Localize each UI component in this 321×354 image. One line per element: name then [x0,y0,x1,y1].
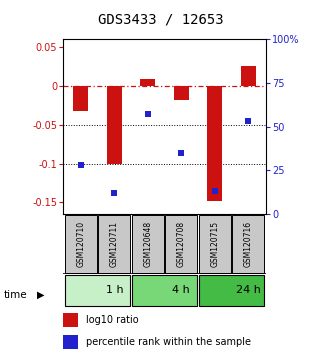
Bar [199,215,231,273]
Text: ▶: ▶ [37,290,44,299]
Text: time: time [3,290,27,299]
Text: 4 h: 4 h [172,285,190,295]
Bar [74,86,89,112]
Text: GSM120715: GSM120715 [210,221,219,267]
Bar [199,275,264,306]
Bar [132,215,164,273]
Text: GSM120716: GSM120716 [244,221,253,267]
Text: 1 h: 1 h [106,285,123,295]
Bar [98,215,130,273]
Text: GSM120708: GSM120708 [177,221,186,267]
Bar [165,215,197,273]
Bar [65,275,130,306]
Bar [63,335,78,348]
Bar [63,314,78,327]
Bar [174,86,189,100]
Bar [132,275,197,306]
Point [179,150,184,156]
Bar [140,79,155,86]
Point [145,112,150,117]
Text: 24 h: 24 h [236,285,260,295]
Point [212,189,217,194]
Text: GSM120710: GSM120710 [76,221,85,267]
Text: GSM120648: GSM120648 [143,221,152,267]
Text: log10 ratio: log10 ratio [86,315,138,325]
Text: GSM120711: GSM120711 [110,221,119,267]
Bar [232,215,264,273]
Point [246,119,251,124]
Point [78,162,83,168]
Text: GDS3433 / 12653: GDS3433 / 12653 [98,12,223,27]
Bar [207,86,222,201]
Bar [107,86,122,164]
Bar [240,66,256,86]
Bar [65,215,97,273]
Point [112,190,117,196]
Text: percentile rank within the sample: percentile rank within the sample [86,337,251,347]
